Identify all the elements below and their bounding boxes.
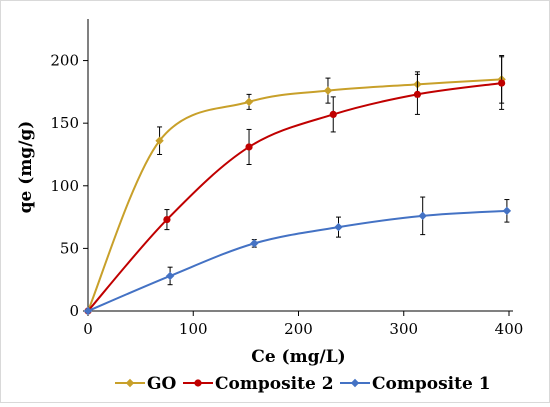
axes: 0 50 100 150 200 0 100 200 300 400	[50, 19, 523, 338]
legend-label: Composite 2	[215, 374, 334, 394]
y-tick-label: 100	[50, 177, 79, 195]
x-tick-label: 0	[83, 320, 93, 338]
data-point	[502, 206, 512, 216]
y-tick-label: 50	[60, 239, 79, 257]
data-point	[334, 222, 343, 232]
legend-item: Composite 1	[340, 374, 491, 394]
legend-marker	[125, 378, 135, 388]
data-point	[418, 211, 427, 221]
data-point	[163, 215, 171, 224]
x-tick-label: 200	[284, 320, 313, 338]
data-point	[250, 239, 259, 248]
data-point	[155, 136, 164, 145]
data-point	[245, 143, 253, 151]
series-composite-1	[83, 196, 512, 316]
y-tick-label: 200	[50, 52, 79, 70]
legend-marker	[194, 379, 202, 387]
data-point	[165, 271, 175, 281]
y-axis-title: qe (mg/g)	[16, 121, 36, 214]
legend-item: Composite 2	[183, 374, 334, 394]
series-go	[83, 55, 506, 316]
x-tick-label: 300	[389, 320, 418, 338]
series-group	[83, 55, 512, 316]
x-tick-label: 400	[495, 320, 524, 338]
legend-label: GO	[147, 374, 177, 394]
series-line	[87, 209, 507, 312]
legend-item: GO	[115, 374, 177, 394]
series-line	[87, 82, 502, 312]
y-tick-label: 0	[69, 302, 79, 320]
data-point	[244, 97, 254, 107]
series-line	[87, 78, 502, 312]
x-tick-label: 100	[179, 320, 208, 338]
legend-label: Composite 1	[372, 374, 491, 394]
legend: GO Composite 2 Composite 1	[115, 374, 491, 394]
data-point	[323, 86, 333, 95]
data-point	[329, 110, 337, 119]
legend-marker	[350, 378, 360, 388]
data-point	[413, 90, 422, 98]
data-point	[498, 79, 506, 87]
y-tick-label: 150	[50, 114, 79, 132]
data-point	[83, 306, 93, 316]
x-axis-title: Ce (mg/L)	[251, 347, 345, 367]
series-composite-2	[84, 56, 506, 315]
